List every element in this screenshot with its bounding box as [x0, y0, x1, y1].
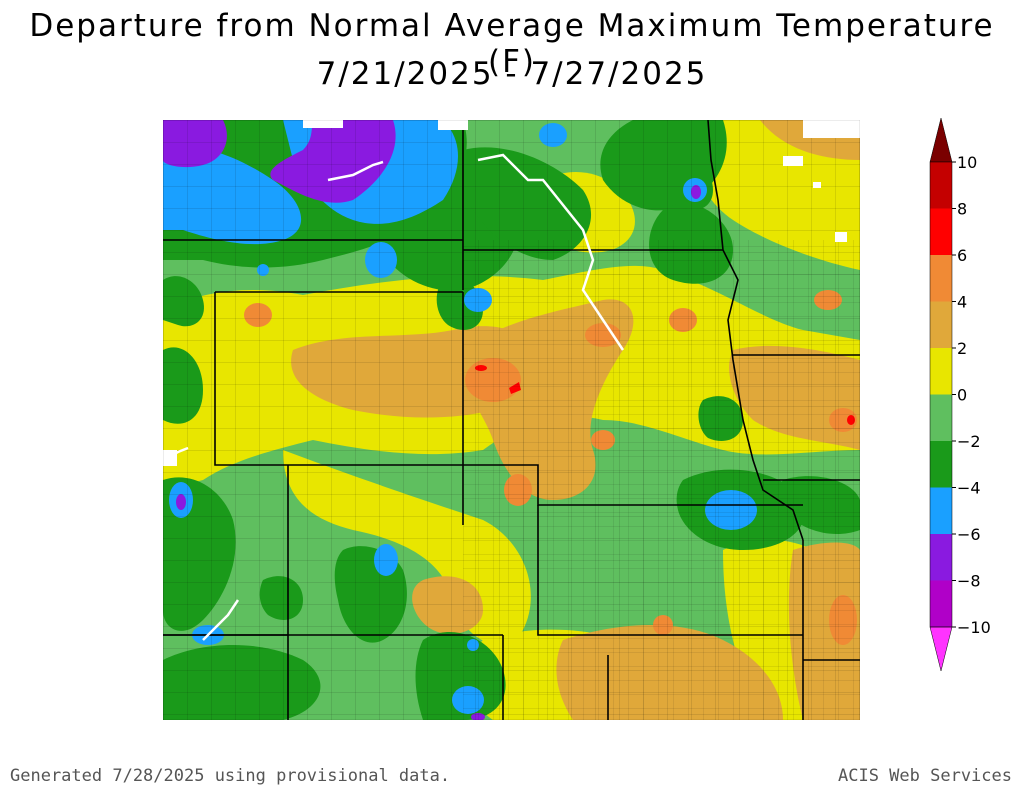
legend-tick-label: 8 — [957, 200, 967, 219]
legend-swatch — [930, 348, 952, 395]
legend-bottom-arrow — [929, 626, 953, 672]
state-boundaries — [163, 120, 860, 720]
legend-tick-label: 0 — [957, 386, 967, 405]
legend-swatch — [930, 394, 952, 441]
legend-swatch — [930, 255, 952, 302]
legend-swatch — [930, 580, 952, 627]
legend-tick-label: 2 — [957, 339, 967, 358]
legend-swatch — [930, 441, 952, 488]
legend-swatch — [930, 208, 952, 255]
white-lake-marks — [163, 120, 860, 466]
legend-tick-label: 4 — [957, 293, 967, 312]
map-title: Departure from Normal Average Maximum Te… — [29, 8, 995, 80]
legend-tick-label: −6 — [957, 525, 981, 544]
legend-tick-label: −2 — [957, 432, 981, 451]
temperature-departure-map — [163, 120, 860, 720]
generated-note: Generated 7/28/2025 using provisional da… — [10, 766, 451, 786]
color-legend: 10 8 6 4 2 0 −2 −4 −6 −8 −10 — [929, 117, 991, 672]
source-credit: ACIS Web Services — [838, 766, 1012, 786]
map-date-range: 7/21/2025 - 7/27/2025 — [316, 56, 708, 92]
legend-tick-label: 10 — [957, 153, 977, 172]
legend-swatch — [930, 534, 952, 581]
legend-swatch — [930, 301, 952, 348]
legend-swatch — [930, 487, 952, 534]
legend-tick-label: −10 — [957, 618, 991, 637]
legend-tick-label: 6 — [957, 246, 967, 265]
legend-swatch — [930, 162, 952, 209]
legend-tick-label: −8 — [957, 572, 981, 591]
legend-tick-label: −4 — [957, 479, 981, 498]
legend-top-arrow — [929, 117, 953, 163]
